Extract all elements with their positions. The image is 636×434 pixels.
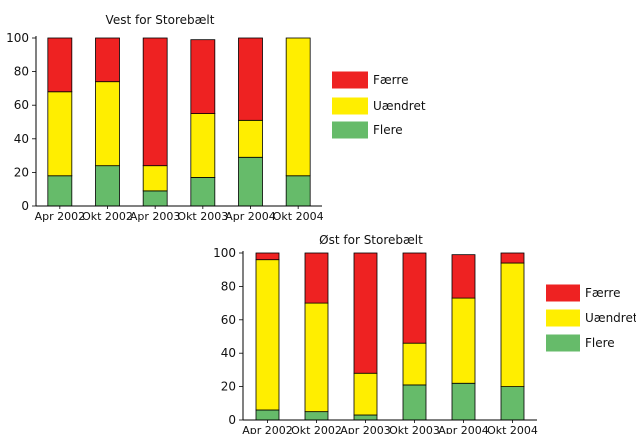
bar-segment-flere	[451, 382, 476, 421]
x-tick-label: Okt 2003	[177, 210, 228, 223]
x-tick-label: Apr 2003	[340, 424, 391, 434]
bar-segment-færre	[255, 252, 280, 261]
bar-segment-flere	[304, 411, 329, 421]
legend-label: Uændret	[585, 311, 636, 325]
y-tick-label: 60	[14, 98, 29, 112]
bar-segment-færre	[451, 254, 476, 299]
bar-segment-færre	[47, 37, 73, 93]
bar-segment-flere	[190, 177, 216, 207]
legend-label: Flere	[585, 336, 615, 350]
bar-segment-uændret	[142, 165, 168, 192]
bar-segment-færre	[500, 252, 525, 264]
bar-segment-uændret	[500, 262, 525, 387]
legend-swatch-færre	[546, 284, 580, 302]
chart-title: Vest for Storebælt	[106, 13, 215, 27]
bar-segment-uændret	[285, 37, 311, 177]
x-tick-label: Apr 2002	[242, 424, 293, 434]
legend-swatch-flere	[546, 334, 580, 352]
bar-segment-flere	[142, 190, 168, 207]
bar-segment-uændret	[47, 91, 73, 177]
bar-segment-uændret	[190, 113, 216, 178]
bar-segment-uændret	[255, 259, 280, 411]
y-tick-label: 80	[221, 279, 236, 293]
y-tick-label: 100	[6, 31, 29, 45]
y-tick-label: 0	[228, 413, 236, 427]
legend-swatch-uændret	[332, 97, 368, 115]
bar-segment-færre	[142, 37, 168, 167]
y-tick-label: 20	[14, 165, 29, 179]
bar-segment-uændret	[95, 81, 120, 167]
bar-segment-færre	[402, 252, 427, 344]
legend-label: Uændret	[373, 99, 426, 113]
legend-label: Færre	[373, 73, 408, 87]
x-tick-label: Okt 2004	[273, 210, 324, 223]
y-tick-label: 20	[221, 380, 236, 394]
x-tick-label: Okt 2002	[82, 210, 133, 223]
chart-title: Øst for Storebælt	[319, 233, 423, 247]
bar-segment-uændret	[451, 297, 476, 384]
legend-label: Færre	[585, 286, 620, 300]
x-tick-label: Apr 2002	[35, 210, 86, 223]
bar-segment-flere	[353, 414, 378, 421]
bar-segment-flere	[285, 175, 311, 207]
bar-segment-færre	[353, 252, 378, 374]
bar-segment-uændret	[353, 372, 378, 416]
bar-segment-uændret	[402, 342, 427, 386]
bar-segment-færre	[238, 37, 263, 121]
bar-segment-færre	[304, 252, 329, 304]
bar-segment-færre	[95, 37, 120, 83]
bar-segment-flere	[47, 175, 73, 207]
x-tick-label: Okt 2003	[389, 424, 440, 434]
x-tick-label: Okt 2002	[291, 424, 342, 434]
bar-segment-flere	[95, 165, 120, 207]
y-tick-label: 80	[14, 65, 29, 79]
y-tick-label: 40	[14, 132, 29, 146]
bar-segment-flere	[402, 384, 427, 421]
y-tick-label: 40	[221, 346, 236, 360]
bar-segment-færre	[190, 39, 216, 114]
legend-label: Flere	[373, 123, 403, 137]
bar-segment-uændret	[238, 119, 263, 158]
legend-swatch-uændret	[546, 309, 580, 327]
y-tick-label: 60	[221, 313, 236, 327]
legend-swatch-færre	[332, 71, 368, 89]
bar-segment-uændret	[304, 302, 329, 413]
x-tick-label: Apr 2004	[438, 424, 489, 434]
x-tick-label: Apr 2004	[225, 210, 276, 223]
bar-segment-flere	[255, 409, 280, 421]
x-tick-label: Okt 2004	[487, 424, 538, 434]
legend-swatch-flere	[332, 121, 368, 139]
bar-segment-flere	[238, 156, 263, 207]
bar-segment-flere	[500, 386, 525, 421]
x-tick-label: Apr 2003	[130, 210, 181, 223]
y-tick-label: 100	[213, 246, 236, 260]
y-tick-label: 0	[21, 199, 29, 213]
